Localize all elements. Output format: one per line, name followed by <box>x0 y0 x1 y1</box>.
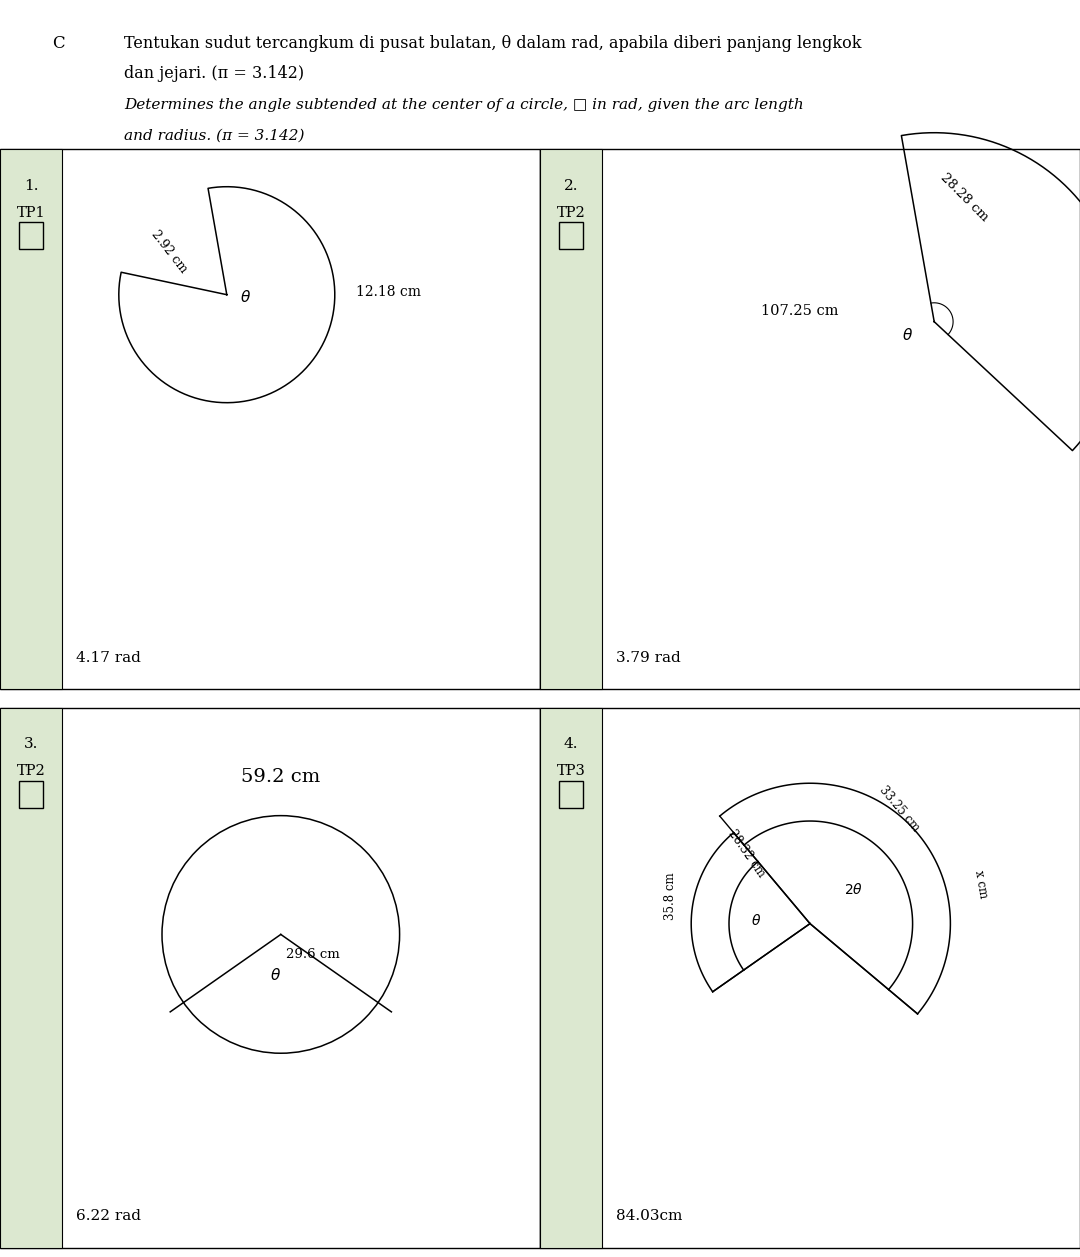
Text: TP2: TP2 <box>556 206 585 220</box>
Text: 3.79 rad: 3.79 rad <box>616 651 680 665</box>
Text: 1.: 1. <box>24 178 38 192</box>
Text: and radius. (π = 3.142): and radius. (π = 3.142) <box>124 128 305 142</box>
Text: 33.25 cm: 33.25 cm <box>877 783 922 835</box>
Bar <box>540 708 603 1248</box>
Text: 29.6 cm: 29.6 cm <box>286 948 340 960</box>
Text: 2.: 2. <box>564 178 578 192</box>
Text: 6.22 rad: 6.22 rad <box>76 1209 140 1223</box>
Bar <box>559 222 583 249</box>
Bar <box>0 148 63 689</box>
Bar <box>0 708 63 1248</box>
Text: 4.: 4. <box>564 738 578 752</box>
Bar <box>540 148 603 689</box>
Text: $\theta$: $\theta$ <box>270 967 281 983</box>
Text: C: C <box>52 35 65 53</box>
Text: $2\theta$: $2\theta$ <box>845 881 863 896</box>
Text: TP1: TP1 <box>16 206 45 220</box>
Text: $\theta$: $\theta$ <box>241 289 252 305</box>
Text: $\theta$: $\theta$ <box>752 914 761 929</box>
Text: TP3: TP3 <box>556 764 585 778</box>
Text: 107.25 cm: 107.25 cm <box>761 304 839 318</box>
Text: 12.18 cm: 12.18 cm <box>356 285 421 299</box>
Bar <box>559 781 583 807</box>
Text: 4.17 rad: 4.17 rad <box>76 651 140 665</box>
Text: 2.92 cm: 2.92 cm <box>149 228 190 275</box>
Text: x cm: x cm <box>972 870 989 900</box>
Text: Determines the angle subtended at the center of a circle, □ in rad, given the ar: Determines the angle subtended at the ce… <box>124 98 804 112</box>
Bar <box>19 781 43 807</box>
Text: 28.32 cm: 28.32 cm <box>725 828 767 880</box>
Text: 3.: 3. <box>24 738 38 752</box>
Text: 84.03cm: 84.03cm <box>616 1209 681 1223</box>
Text: TP2: TP2 <box>16 764 45 778</box>
Text: 35.8 cm: 35.8 cm <box>664 872 677 920</box>
Text: Tentukan sudut tercangkum di pusat bulatan, θ dalam rad, apabila diberi panjang : Tentukan sudut tercangkum di pusat bulat… <box>124 35 862 53</box>
Text: dan jejari. (π = 3.142): dan jejari. (π = 3.142) <box>124 65 305 83</box>
Text: $\theta$: $\theta$ <box>902 327 913 343</box>
Bar <box>19 222 43 249</box>
Text: 59.2 cm: 59.2 cm <box>241 768 321 786</box>
Text: 28.28 cm: 28.28 cm <box>937 171 990 224</box>
